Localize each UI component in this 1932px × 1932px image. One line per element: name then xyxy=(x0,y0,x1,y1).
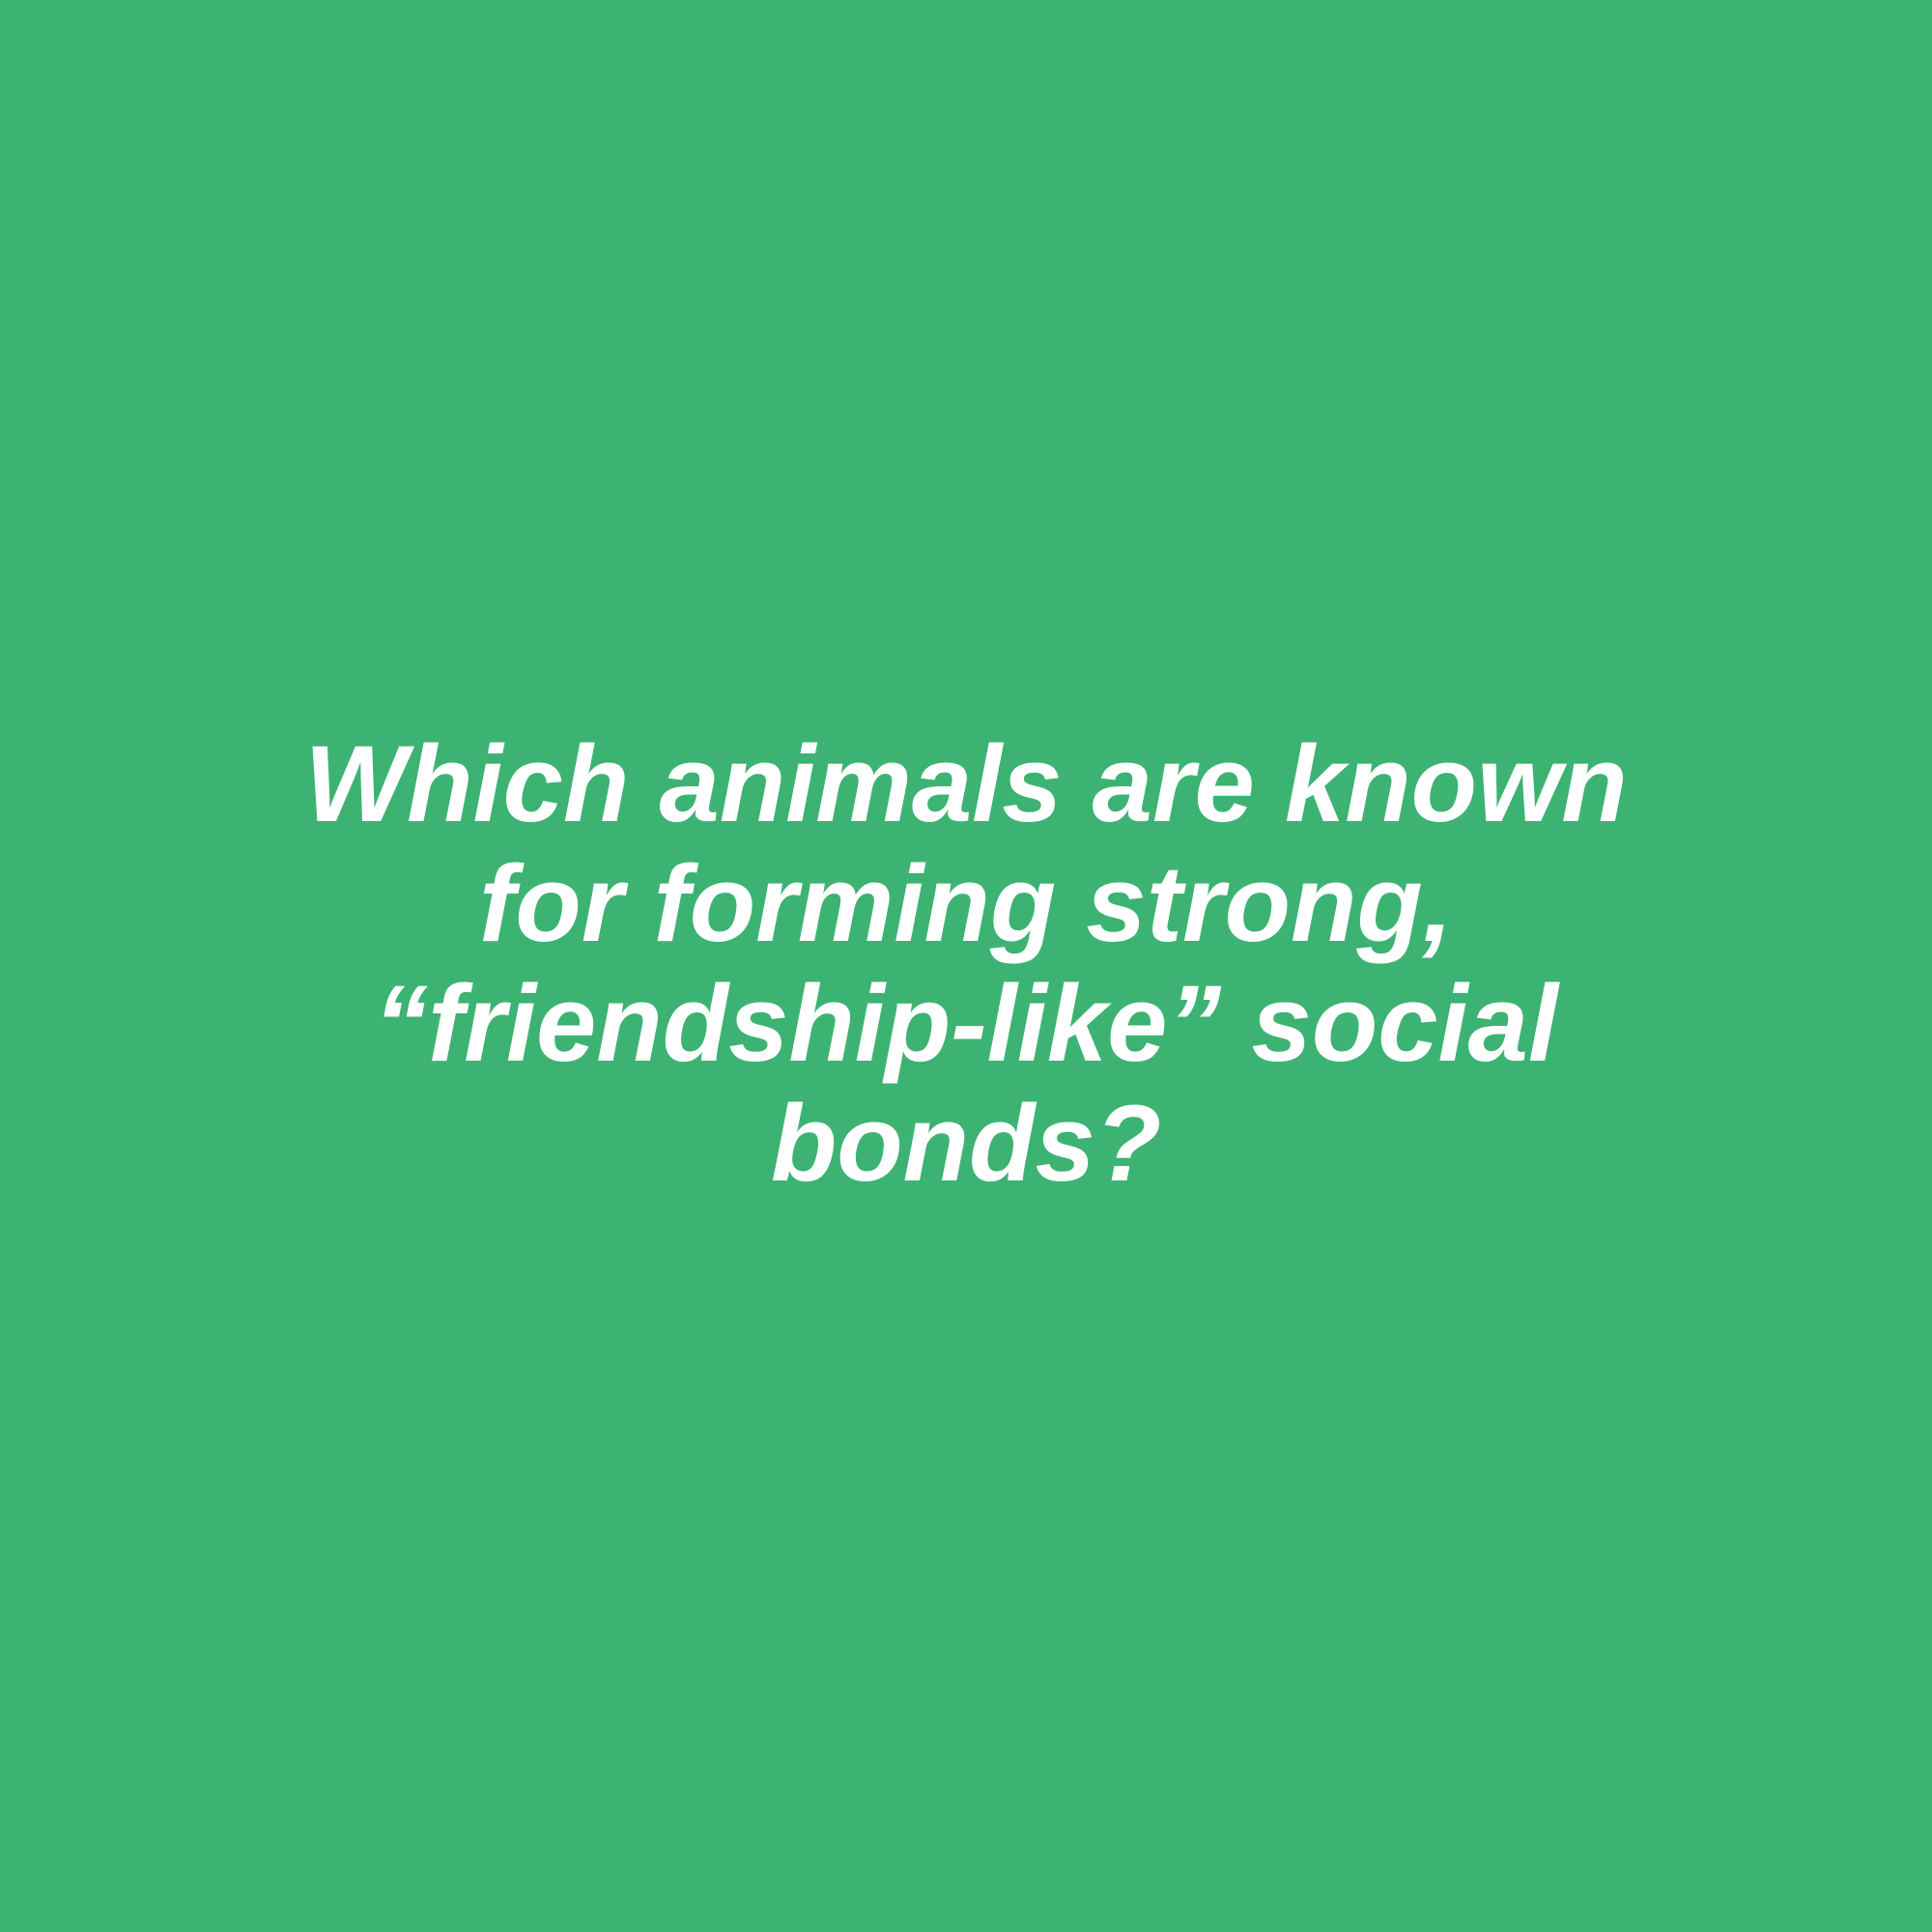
question-text: Which animals are known for forming stro… xyxy=(232,724,1700,1204)
question-line-4: bonds? xyxy=(770,1083,1162,1204)
question-line-2: for forming strong, xyxy=(479,843,1453,964)
question-line-3: “friendship-like” social xyxy=(373,963,1559,1084)
question-line-1: Which animals are known xyxy=(304,724,1628,844)
